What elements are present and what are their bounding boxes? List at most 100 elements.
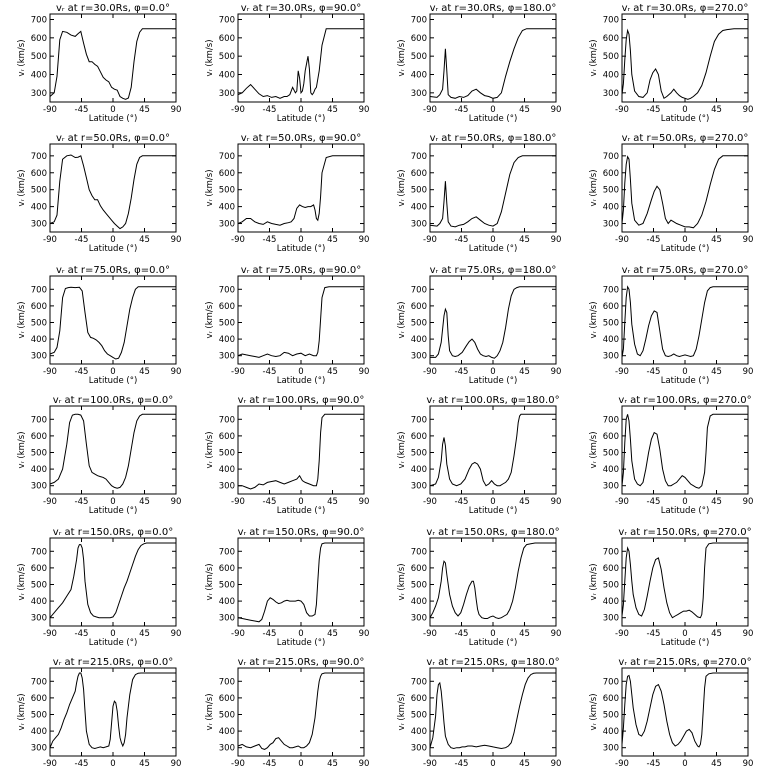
y-tick-label: 400	[219, 597, 235, 607]
x-tick-label: -45	[455, 497, 469, 507]
y-tick-label: 400	[411, 203, 427, 213]
x-tick-label: 45	[139, 629, 150, 639]
plot-frame	[237, 405, 365, 495]
x-tick-label: -90	[615, 367, 629, 377]
y-tick-label: 300	[219, 744, 235, 754]
x-tick-label: 45	[139, 497, 150, 507]
subplot-title: vᵣ at r=50.0Rs, φ=270.0°	[622, 133, 749, 144]
subplot-title: vᵣ at r=215.0Rs, φ=180.0°	[426, 657, 559, 668]
x-axis-label: Latitude (°)	[661, 506, 710, 516]
subplot: vᵣ at r=215.0Rs, φ=90.0° -90 -45 0 45 90 300 40…	[205, 657, 369, 768]
x-tick-label: -90	[423, 235, 437, 245]
x-tick-label: -45	[647, 105, 661, 115]
x-tick-label: 45	[711, 235, 722, 245]
x-tick-label: -45	[455, 759, 469, 768]
x-tick-label: 45	[711, 629, 722, 639]
x-tick-label: 45	[711, 367, 722, 377]
y-tick-label: 600	[31, 34, 47, 44]
x-tick-label: 90	[743, 759, 754, 768]
y-tick-label: 300	[31, 482, 47, 492]
y-tick-label: 600	[603, 432, 619, 442]
x-axis-label: Latitude (°)	[661, 638, 710, 648]
subplot-title: vᵣ at r=75.0Rs, φ=180.0°	[430, 265, 557, 276]
y-tick-label: 500	[31, 448, 47, 458]
y-tick-label: 400	[603, 727, 619, 737]
y-tick-label: 500	[603, 186, 619, 196]
subplot: vᵣ at r=150.0Rs, φ=180.0° -90 -45 0 45 90 300 4…	[397, 527, 561, 648]
series-line	[429, 28, 556, 99]
series-line	[621, 413, 748, 489]
y-tick-label: 300	[219, 352, 235, 362]
x-tick-label: -45	[263, 629, 277, 639]
x-axis-label: Latitude (°)	[89, 376, 138, 386]
x-tick-label: 45	[327, 367, 338, 377]
x-tick-label: 90	[551, 759, 562, 768]
x-tick-label: -90	[231, 759, 245, 768]
y-tick-label: 400	[219, 727, 235, 737]
y-tick-label: 700	[603, 415, 619, 425]
x-tick-label: 0	[490, 497, 495, 507]
subplot: vᵣ at r=50.0Rs, φ=90.0° -90 -45 0 45 90 300 400…	[205, 133, 369, 254]
x-tick-label: 90	[359, 759, 370, 768]
x-tick-label: 0	[490, 105, 495, 115]
x-tick-label: -45	[75, 235, 89, 245]
x-tick-label: -90	[615, 235, 629, 245]
x-tick-label: 90	[359, 367, 370, 377]
y-tick-label: 700	[31, 547, 47, 557]
series-line	[429, 413, 556, 487]
x-tick-label: 0	[110, 367, 115, 377]
x-tick-label: 90	[171, 629, 182, 639]
plot-frame	[429, 13, 557, 103]
y-axis-label: vᵣ (km/s)	[397, 39, 407, 76]
subplot: vᵣ at r=150.0Rs, φ=90.0° -90 -45 0 45 90 300 40…	[205, 527, 369, 648]
x-tick-label: 45	[519, 629, 530, 639]
x-tick-label: 90	[171, 497, 182, 507]
x-tick-label: -45	[75, 629, 89, 639]
y-tick-label: 300	[31, 89, 47, 99]
y-tick-label: 400	[411, 597, 427, 607]
y-tick-label: 600	[219, 34, 235, 44]
subplot-title: vᵣ at r=150.0Rs, φ=90.0°	[238, 527, 365, 538]
y-tick-label: 600	[219, 564, 235, 574]
y-tick-label: 700	[411, 547, 427, 557]
x-tick-label: 90	[743, 629, 754, 639]
y-axis-label: vᵣ (km/s)	[17, 301, 27, 338]
x-tick-label: -45	[263, 105, 277, 115]
y-tick-label: 300	[31, 744, 47, 754]
subplot: vᵣ at r=75.0Rs, φ=270.0° -90 -45 0 45 90 300 40…	[589, 265, 753, 386]
series-line	[49, 154, 176, 230]
x-tick-label: 45	[139, 235, 150, 245]
subplot-title: vᵣ at r=30.0Rs, φ=0.0°	[56, 3, 170, 14]
y-tick-label: 300	[411, 614, 427, 624]
subplot-title: vᵣ at r=215.0Rs, φ=90.0°	[238, 657, 365, 668]
x-tick-label: -45	[455, 235, 469, 245]
plot-frame	[49, 143, 177, 233]
x-tick-label: 45	[711, 497, 722, 507]
y-tick-label: 400	[219, 71, 235, 81]
x-tick-label: 90	[743, 497, 754, 507]
subplot-title: vᵣ at r=50.0Rs, φ=180.0°	[430, 133, 557, 144]
x-tick-label: 0	[110, 235, 115, 245]
x-tick-label: 45	[519, 497, 530, 507]
y-tick-label: 500	[31, 186, 47, 196]
x-tick-label: 90	[171, 235, 182, 245]
x-tick-label: -90	[231, 497, 245, 507]
y-tick-label: 600	[31, 564, 47, 574]
x-tick-label: -90	[43, 759, 57, 768]
subplot: vᵣ at r=75.0Rs, φ=180.0° -90 -45 0 45 90 300 40…	[397, 265, 561, 386]
y-tick-label: 500	[219, 580, 235, 590]
x-tick-label: 90	[551, 497, 562, 507]
y-axis-label: vᵣ (km/s)	[589, 39, 599, 76]
y-tick-label: 400	[31, 335, 47, 345]
x-tick-label: -45	[75, 105, 89, 115]
subplot: vᵣ at r=30.0Rs, φ=90.0° -90 -45 0 45 90 300 400…	[205, 3, 369, 124]
y-tick-label: 300	[411, 744, 427, 754]
y-tick-label: 300	[411, 220, 427, 230]
x-tick-label: 45	[327, 497, 338, 507]
y-tick-label: 300	[411, 482, 427, 492]
series-line	[621, 28, 748, 100]
y-tick-label: 400	[603, 203, 619, 213]
x-tick-label: 0	[490, 367, 495, 377]
y-axis-label: vᵣ (km/s)	[205, 169, 215, 206]
